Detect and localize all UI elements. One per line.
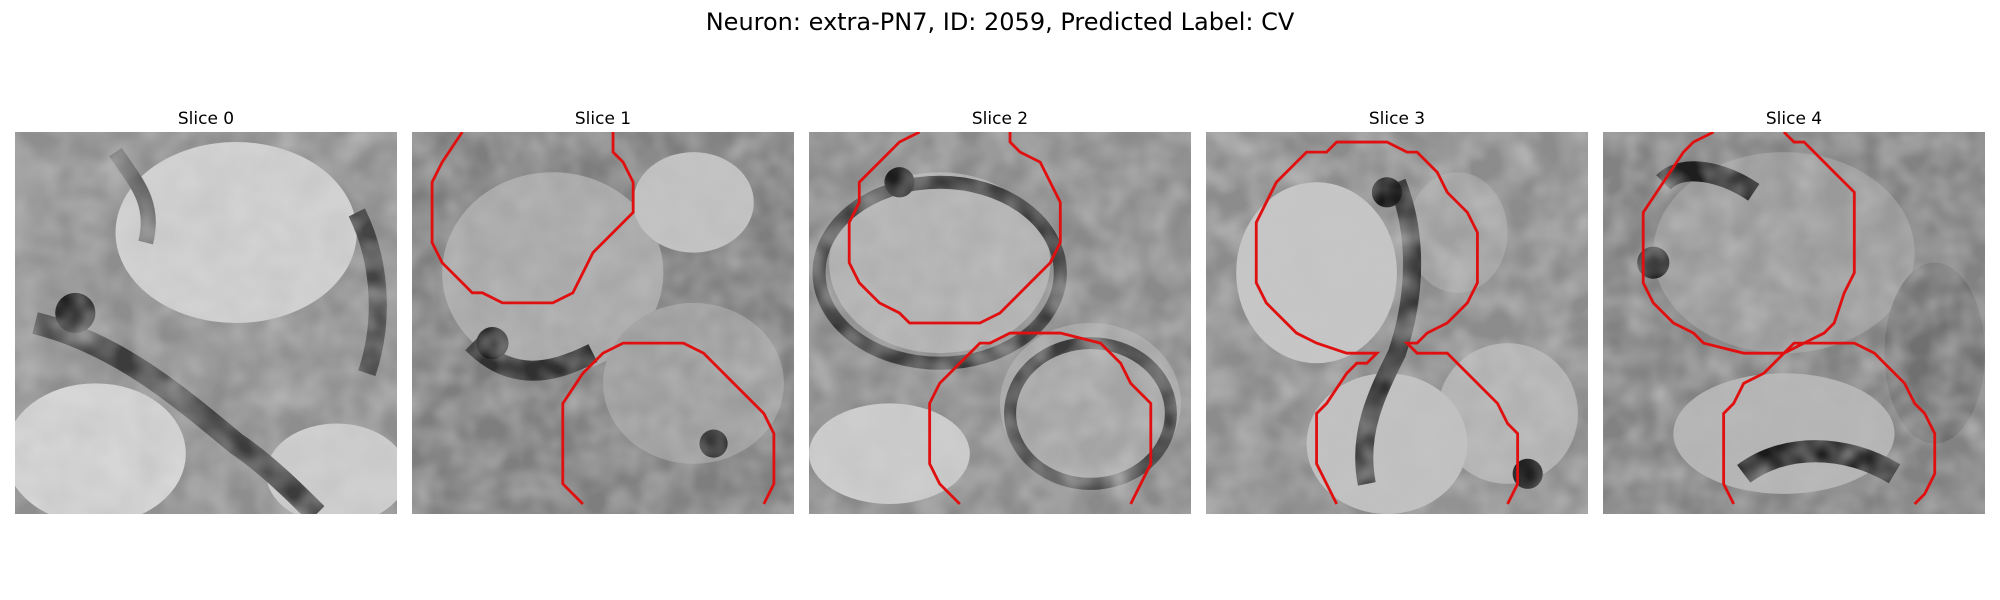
slice-panel-2: Slice 2 xyxy=(809,107,1191,514)
slice-image-0 xyxy=(15,132,397,514)
slice-title-4: Slice 4 xyxy=(1603,107,1985,131)
slice-panel-0: Slice 0 xyxy=(15,107,397,514)
slice-panel-1: Slice 1 xyxy=(412,107,794,514)
slice-image-1 xyxy=(412,132,794,514)
figure-title: Neuron: extra-PN7, ID: 2059, Predicted L… xyxy=(0,6,2000,38)
slice-panel-4: Slice 4 xyxy=(1603,107,1985,514)
slice-image-2 xyxy=(809,132,1191,514)
slice-image-4 xyxy=(1603,132,1985,514)
slice-panel-3: Slice 3 xyxy=(1206,107,1588,514)
slice-title-2: Slice 2 xyxy=(809,107,1191,131)
slice-image-3 xyxy=(1206,132,1588,514)
slice-title-1: Slice 1 xyxy=(412,107,794,131)
slice-title-0: Slice 0 xyxy=(15,107,397,131)
slice-title-3: Slice 3 xyxy=(1206,107,1588,131)
